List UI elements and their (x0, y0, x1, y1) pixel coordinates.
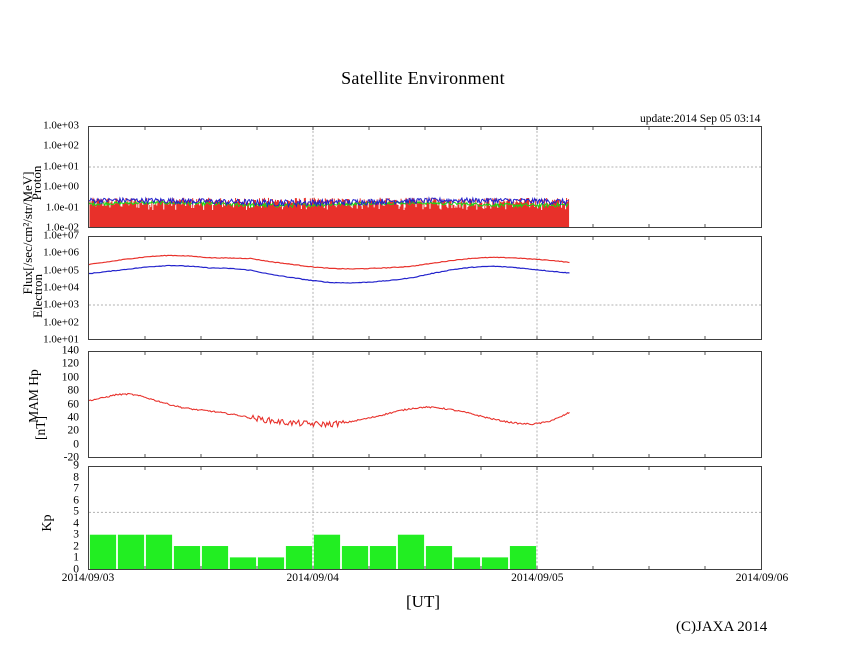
ytick-label: 1.0e+06 (43, 246, 79, 259)
panel-electron-flux (88, 236, 762, 340)
ytick-label: 1.0e+00 (43, 180, 79, 193)
ytick-label: 120 (61, 357, 79, 370)
ytick-label: 1.0e+05 (43, 264, 79, 277)
panel-kp-index (88, 466, 762, 570)
xtick-label: 2014/09/05 (511, 572, 564, 584)
ytick-label: 1.0e+01 (43, 160, 79, 173)
ytick-label: 2 (73, 540, 79, 553)
ytick-label: 5 (73, 505, 79, 518)
ytick-label: 9 (73, 459, 79, 472)
xaxis-title: [UT] (406, 592, 440, 611)
xtick-label: 2014/09/06 (735, 572, 789, 584)
ytick-label: 3 (73, 528, 79, 541)
ytick-label: 6 (73, 493, 79, 506)
ytick-label: 0 (73, 563, 79, 576)
ytick-label: 1.0e+03 (43, 298, 79, 311)
electron-plot-area (89, 237, 761, 339)
copyright-notice: (C)JAXA 2014 (676, 619, 768, 635)
ytick-label: 1.0e+02 (43, 316, 79, 329)
ytick-label: 8 (73, 470, 79, 483)
proton-plot-area (89, 127, 761, 227)
ytick-label: 1.0e-01 (45, 201, 79, 214)
page-title: Satellite Environment (341, 68, 505, 88)
ytick-label: 20 (67, 424, 80, 437)
panel-mam-hp (88, 351, 762, 458)
kp-plot-area (89, 467, 761, 569)
ytick-label: 1.0e+02 (43, 139, 79, 152)
mam-plot-area (89, 352, 761, 457)
ytick-label: 40 (67, 411, 80, 424)
electron-ytick-labels: 1.0e+07 1.0e+06 1.0e+05 1.0e+04 1.0e+03 1.0e+… (0, 230, 84, 345)
mam-ytick-labels: 140 120 100 80 60 40 20 0 -20 (0, 345, 84, 463)
ytick-label: 1.0e+04 (43, 281, 79, 294)
ytick-label: 1.0e-02 (45, 221, 79, 234)
proton-ytick-labels: 1.0e+03 1.0e+02 1.0e+01 1.0e+00 1.0e-01 1.0e-… (0, 120, 84, 233)
ytick-label: 140 (61, 344, 79, 357)
ytick-label: 1.0e+03 (43, 119, 79, 132)
update-timestamp: update:2014 Sep 05 03:14 (640, 113, 761, 125)
ytick-label: 1.0e+07 (43, 229, 79, 242)
ytick-label: 100 (61, 371, 79, 383)
ytick-label: 4 (73, 517, 79, 530)
ytick-label: -20 (63, 451, 79, 464)
xaxis-tick-labels: 2014/09/03 2014/09/04 2014/09/05 2014/09/06 (0, 572, 846, 590)
ytick-label: 7 (73, 482, 79, 495)
ytick-label: 0 (73, 437, 79, 450)
xtick-label: 2014/09/03 (61, 572, 115, 584)
ytick-label: 60 (67, 397, 80, 410)
xtick-label: 2014/09/04 (286, 572, 339, 584)
ytick-label: 1 (73, 551, 79, 564)
ytick-label: 80 (67, 384, 80, 397)
panel-proton-flux (88, 126, 762, 228)
ytick-label: 1.0e+01 (43, 333, 79, 346)
